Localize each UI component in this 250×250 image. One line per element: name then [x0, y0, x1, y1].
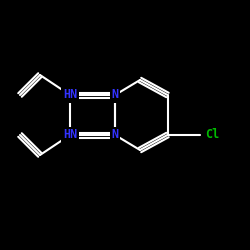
Text: Cl: Cl — [205, 128, 219, 141]
Text: HN: HN — [63, 128, 77, 141]
Text: HN: HN — [63, 88, 77, 102]
Text: N: N — [112, 128, 118, 141]
Text: N: N — [112, 88, 118, 102]
